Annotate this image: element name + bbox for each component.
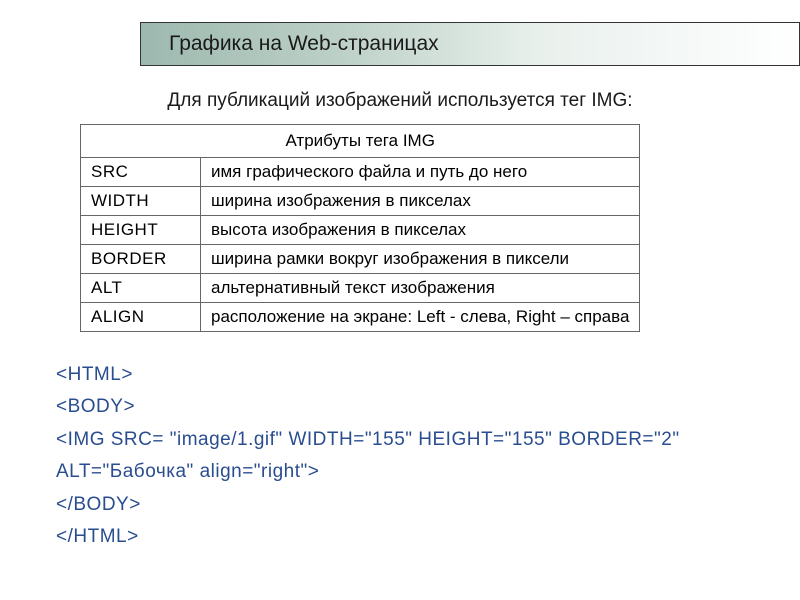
table-row: HEIGHT высота изображения в пикселах bbox=[81, 216, 640, 245]
attr-name: HEIGHT bbox=[81, 216, 201, 245]
table-row: WIDTH ширина изображения в пикселах bbox=[81, 187, 640, 216]
table-row: BORDER ширина рамки вокруг изображения в… bbox=[81, 245, 640, 274]
code-line: <IMG SRC= "image/1.gif" WIDTH="155" HEIG… bbox=[56, 425, 744, 455]
page-title: Графика на Web-страницах bbox=[169, 32, 439, 56]
table-row: ALIGN расположение на экране: Left - сле… bbox=[81, 303, 640, 332]
title-bar: Графика на Web-страницах bbox=[140, 22, 800, 66]
attributes-table: Атрибуты тега IMG SRC имя графического ф… bbox=[80, 124, 640, 332]
code-example: <HTML> <BODY> <IMG SRC= "image/1.gif" WI… bbox=[56, 360, 744, 554]
attr-desc: ширина рамки вокруг изображения в пиксел… bbox=[201, 245, 640, 274]
attr-desc: ширина изображения в пикселах bbox=[201, 187, 640, 216]
code-line: </BODY> bbox=[56, 490, 744, 520]
attr-desc: расположение на экране: Left - слева, Ri… bbox=[201, 303, 640, 332]
attr-desc: имя графического файла и путь до него bbox=[201, 158, 640, 187]
table-row: ALT альтернативный текст изображения bbox=[81, 274, 640, 303]
attr-name: ALT bbox=[81, 274, 201, 303]
subtitle: Для публикаций изображений используется … bbox=[0, 90, 800, 112]
code-line: <BODY> bbox=[56, 392, 744, 422]
code-line: <HTML> bbox=[56, 360, 744, 390]
code-line: </HTML> bbox=[56, 522, 744, 552]
table-row: SRC имя графического файла и путь до нег… bbox=[81, 158, 640, 187]
attr-name: ALIGN bbox=[81, 303, 201, 332]
attr-name: SRC bbox=[81, 158, 201, 187]
attr-name: BORDER bbox=[81, 245, 201, 274]
table-header: Атрибуты тега IMG bbox=[81, 125, 640, 158]
attr-desc: высота изображения в пикселах bbox=[201, 216, 640, 245]
code-line: ALT="Бабочка" align="right"> bbox=[56, 457, 744, 487]
attr-name: WIDTH bbox=[81, 187, 201, 216]
attr-desc: альтернативный текст изображения bbox=[201, 274, 640, 303]
